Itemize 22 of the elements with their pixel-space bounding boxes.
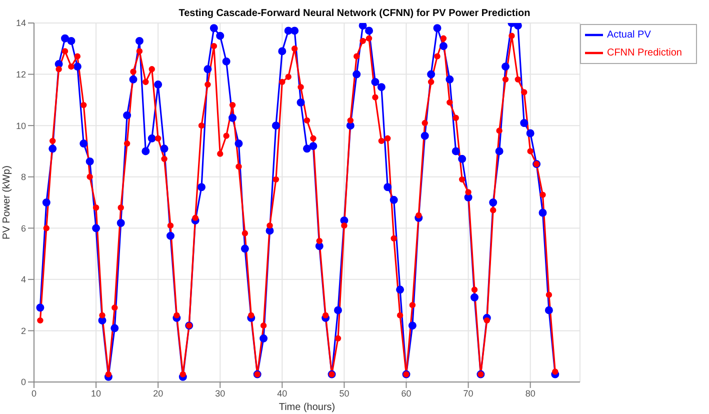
x-tick-label: 20 [153,388,164,398]
y-tick-label: 8 [20,172,26,182]
y-axis-title: PV Power (kWp) [2,166,13,240]
x-tick-label: 50 [339,388,350,398]
x-tick-label: 10 [91,388,102,398]
y-tick-label: 2 [20,326,26,336]
y-tick-label: 6 [20,223,26,234]
x-tick-label: 0 [31,388,37,398]
chart-title: Testing Cascade-Forward Neural Network (CFNN) for PV Power Prediction [178,8,532,19]
legend-label: Actual PV [606,30,651,41]
x-axis-title: Time (hours) [278,402,336,413]
x-tick-label: 80 [525,388,536,398]
y-tick-label: 4 [20,274,26,285]
x-tick-label: 30 [215,388,226,398]
x-tick-label: 40 [277,388,288,398]
y-tick-label: 14 [16,18,26,28]
y-tick-label: 10 [16,120,26,131]
y-tick-label: 12 [16,69,26,80]
legend-label: CFNN Prediction [606,48,682,59]
x-tick-label: 60 [401,388,412,398]
y-tick-label: 0 [20,377,26,388]
x-tick-label: 70 [463,388,474,398]
